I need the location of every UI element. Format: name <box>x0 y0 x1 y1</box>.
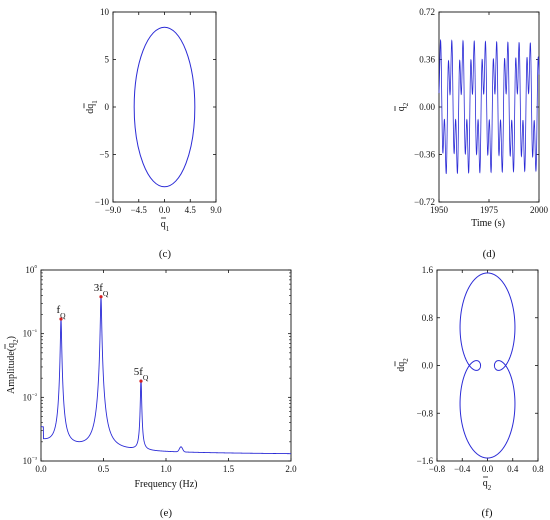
y-axis-label-text: q2 <box>396 102 410 111</box>
plot-frame <box>40 269 292 462</box>
x-tick-label: 0.5 <box>98 464 110 474</box>
y-axis-label-text: dq1 <box>85 100 99 114</box>
x-tick-label: −9.0 <box>105 205 122 215</box>
x-tick-label: 2.0 <box>285 464 297 474</box>
x-axis-label: Time (s) <box>471 218 505 229</box>
y-tick-label: 10 <box>100 7 110 17</box>
y-tick-label: 0.36 <box>419 55 435 65</box>
plot-frame <box>436 269 539 462</box>
time-series-line <box>438 38 540 175</box>
panel-caption: (c) <box>159 248 172 260</box>
y-tick-label: 10⁻¹ <box>23 328 37 339</box>
y-tick-label: −10 <box>95 197 110 207</box>
peak-label: fQ <box>56 304 66 320</box>
y-tick-label: 10⁻³ <box>23 456 37 467</box>
x-tick-label: −4.5 <box>131 205 148 215</box>
y-tick-label: 0.72 <box>419 7 435 17</box>
x-tick-label: −0.4 <box>454 464 471 474</box>
peak-marker <box>59 317 63 321</box>
spectrum-line <box>40 297 291 455</box>
peak-label: 5fQ <box>134 366 149 382</box>
y-tick-label: −1.6 <box>417 456 434 466</box>
y-tick-label: 5 <box>105 55 110 65</box>
panel-e: 0.0 0.5 1.0 1.5 2.0 10⁰ 10⁻¹ 10⁻² 10⁻³ fQ 3fQ 5fQ Fr… <box>4 264 297 519</box>
x-tick-label: 1975 <box>480 205 499 215</box>
x-axis-label: q1 <box>161 217 170 233</box>
x-axis-label: q2 <box>483 476 492 492</box>
phase-orbit-curve <box>133 26 196 188</box>
peak-label: 3fQ <box>94 282 109 298</box>
x-tick-label: 1950 <box>430 205 449 215</box>
y-tick-label: 10⁻² <box>23 392 37 403</box>
y-tick-label: 1.6 <box>422 265 434 275</box>
panel-f: −0.8 −0.4 0.0 0.4 0.81.60.80.0−0.8−1.6q2dq2(… <box>394 265 544 519</box>
y-tick-label: 10⁰ <box>25 264 37 276</box>
x-tick-label: 0.0 <box>35 464 47 474</box>
x-tick-label: 0.0 <box>482 464 494 474</box>
x-tick-label: −0.8 <box>429 464 446 474</box>
x-axis-label: Frequency (Hz) <box>134 479 197 490</box>
x-tick-label: 0.4 <box>507 464 519 474</box>
plot-frame <box>438 11 540 203</box>
panel-caption: (f) <box>482 507 493 519</box>
y-tick-label: 0.0 <box>422 361 434 371</box>
y-axis-label: dq2 <box>394 358 410 372</box>
peak-marker <box>99 295 103 299</box>
y-axis-label-text: Amplitude(q2) <box>6 336 20 394</box>
x-tick-label: 1.5 <box>223 464 235 474</box>
panel-caption: (e) <box>160 507 173 519</box>
x-tick-label: 4.5 <box>185 205 197 215</box>
y-axis-label: dq1 <box>83 100 99 114</box>
panel-d: 1950 1975 2000 0.72 0.36 0.00 −0.36 −0.72 Time (… <box>394 7 549 260</box>
panel-caption: (d) <box>483 248 496 260</box>
y-axis-label-text: dq2 <box>396 358 410 372</box>
x-tick-label: 9.0 <box>210 205 222 215</box>
panel-c: −9.0 −4.5 0.0 4.5 9.0 10 5 0 −5 −10 q1 dq1 (c) <box>83 7 222 260</box>
y-tick-label: 0 <box>105 102 110 112</box>
y-tick-label: −0.72 <box>414 197 435 207</box>
y-tick-label: 0.8 <box>422 313 434 323</box>
x-tick-label: 2000 <box>530 205 549 215</box>
peak-marker <box>139 379 143 383</box>
y-tick-label: −5 <box>99 150 109 160</box>
plot-frame <box>112 11 217 203</box>
y-tick-label: −0.8 <box>417 408 434 418</box>
y-tick-label: −0.36 <box>414 150 435 160</box>
y-axis-label: q2 <box>394 102 410 111</box>
x-axis-label-text: q2 <box>483 478 492 492</box>
x-tick-label: 0.8 <box>532 464 544 474</box>
y-tick-label: 0.00 <box>419 102 435 112</box>
y-axis-label: Amplitude(q2) <box>4 336 20 394</box>
x-axis-label-text: q1 <box>161 219 170 233</box>
x-tick-label: 1.0 <box>160 464 172 474</box>
phase-orbit-curve <box>459 272 516 459</box>
x-tick-label: 0.0 <box>159 205 171 215</box>
